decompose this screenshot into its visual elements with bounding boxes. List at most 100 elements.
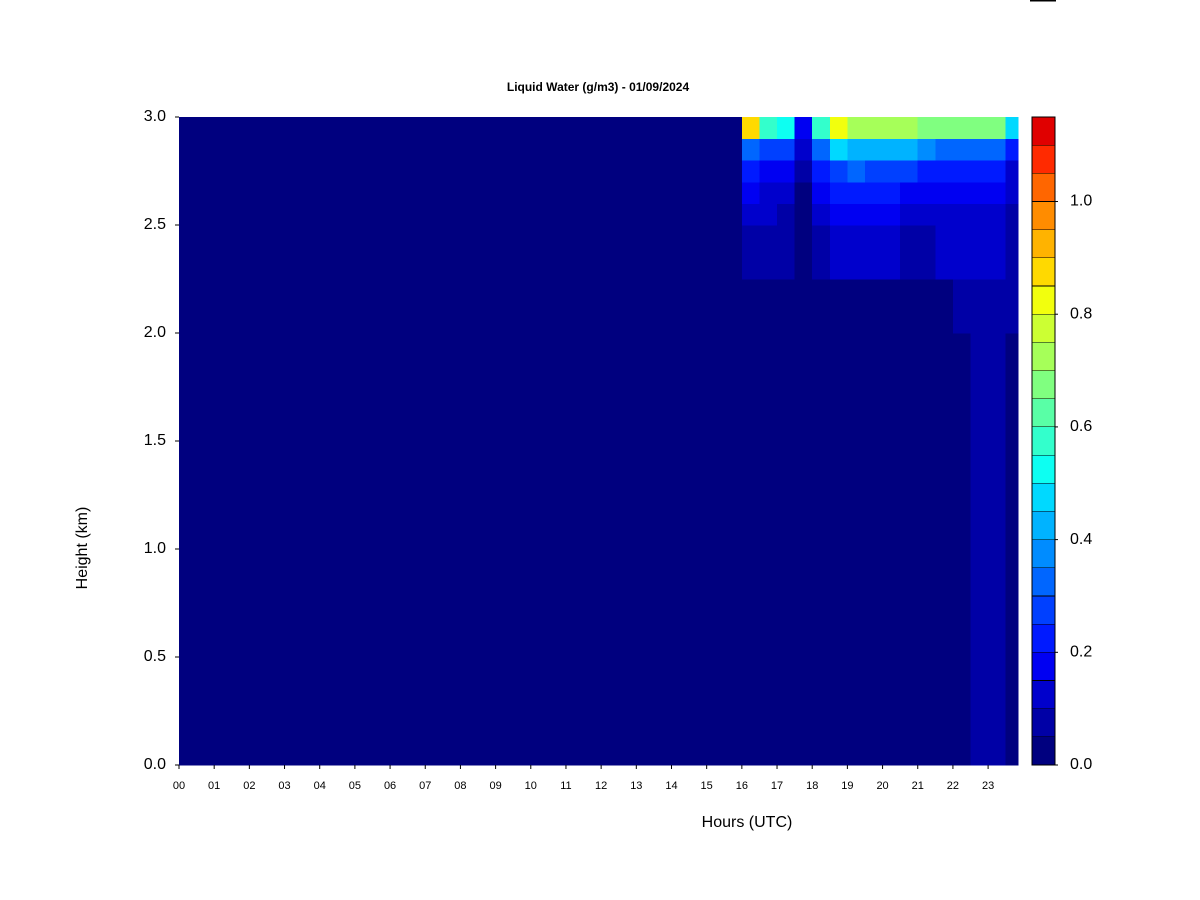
cell <box>952 181 972 204</box>
cell <box>179 117 743 140</box>
cell <box>917 203 936 226</box>
cell <box>864 333 884 442</box>
cell <box>935 160 954 183</box>
cell <box>741 279 760 334</box>
cell <box>882 225 901 280</box>
cell <box>917 138 936 161</box>
cell <box>759 333 778 442</box>
cell <box>988 333 1007 442</box>
cell <box>970 160 989 183</box>
cell <box>917 225 936 280</box>
y-axis-label: Height (km) <box>74 507 91 590</box>
cell <box>935 441 954 550</box>
colorbar-box <box>1031 370 1056 400</box>
cell <box>794 203 813 226</box>
x-axis-label: Hours (UTC) <box>702 814 793 831</box>
cell <box>882 160 901 183</box>
colorbar-box <box>1031 567 1056 597</box>
cell <box>759 441 778 550</box>
cell <box>829 181 848 204</box>
cell <box>900 203 919 226</box>
cell <box>741 181 760 204</box>
colorbar-box <box>1031 539 1056 569</box>
cell <box>900 279 919 334</box>
cell <box>777 203 796 226</box>
cell <box>829 279 848 334</box>
colorbar-box <box>1031 313 1056 343</box>
colorbar-box <box>1031 708 1056 738</box>
cell <box>864 225 884 280</box>
cell <box>794 138 813 161</box>
cell <box>988 549 1007 658</box>
cell <box>988 657 1007 766</box>
cell <box>777 549 796 658</box>
cell <box>794 441 813 550</box>
colorbar-box <box>1031 736 1056 766</box>
x-tick-label: 06 <box>384 780 396 792</box>
cell <box>952 160 972 183</box>
cell <box>829 549 848 658</box>
x-tick-label: 12 <box>595 780 607 792</box>
cell <box>829 441 848 550</box>
x-tick-label: 05 <box>349 780 361 792</box>
cell <box>1005 203 1019 226</box>
cell <box>900 441 919 550</box>
cell <box>759 138 778 161</box>
cell <box>812 203 831 226</box>
cell <box>794 181 813 204</box>
cell <box>882 181 901 204</box>
cell <box>952 657 972 766</box>
cell <box>1005 117 1019 140</box>
x-tick-label: 00 <box>173 780 185 792</box>
cell <box>864 657 884 766</box>
cell <box>794 657 813 766</box>
cell <box>759 225 778 280</box>
x-tick-label: 07 <box>419 780 431 792</box>
cell <box>988 203 1007 226</box>
y-tick-label: 0.5 <box>144 648 166 665</box>
cell <box>970 138 989 161</box>
cell <box>794 333 813 442</box>
colorbar-box <box>1031 623 1056 653</box>
x-tick-label: 22 <box>947 780 959 792</box>
cell <box>900 160 919 183</box>
cell <box>847 657 866 766</box>
cell <box>179 160 743 183</box>
cell <box>882 441 901 550</box>
cell <box>917 181 936 204</box>
cell <box>1005 441 1019 550</box>
cell <box>917 441 936 550</box>
cell <box>900 225 919 280</box>
cell <box>935 333 954 442</box>
cell <box>970 279 989 334</box>
cell <box>741 225 760 280</box>
cell <box>970 441 989 550</box>
cell <box>179 225 743 280</box>
colorbar-tick-label: 0.4 <box>1070 531 1092 548</box>
colorbar-box <box>1031 426 1056 456</box>
x-tick-label: 04 <box>314 780 326 792</box>
cell <box>900 117 919 140</box>
cell <box>970 549 989 658</box>
colorbar-box <box>1031 652 1056 681</box>
x-tick-label: 11 <box>560 780 571 792</box>
cell <box>864 181 884 204</box>
colorbar-tick-label: 0.6 <box>1070 418 1092 435</box>
cell <box>777 160 796 183</box>
cell <box>917 279 936 334</box>
cell <box>812 138 831 161</box>
y-tick-label: 1.5 <box>144 432 166 449</box>
cell <box>882 333 901 442</box>
cell <box>900 333 919 442</box>
cell <box>935 657 954 766</box>
cell <box>777 657 796 766</box>
cell <box>900 549 919 658</box>
cell <box>829 225 848 280</box>
cell <box>935 181 954 204</box>
cell <box>812 117 831 140</box>
cell <box>741 138 760 161</box>
cell <box>741 549 760 658</box>
cell <box>777 279 796 334</box>
cell <box>794 225 813 280</box>
cell <box>741 203 760 226</box>
